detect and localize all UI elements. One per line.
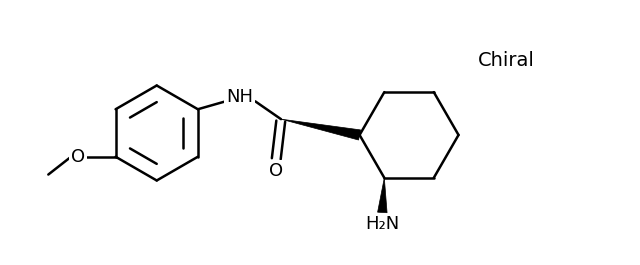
Text: H₂N: H₂N (365, 215, 399, 233)
Text: NH: NH (226, 88, 253, 106)
Text: Chiral: Chiral (478, 51, 535, 70)
Text: O: O (71, 148, 85, 166)
Text: O: O (269, 162, 283, 180)
Polygon shape (378, 178, 387, 213)
Polygon shape (281, 119, 360, 140)
